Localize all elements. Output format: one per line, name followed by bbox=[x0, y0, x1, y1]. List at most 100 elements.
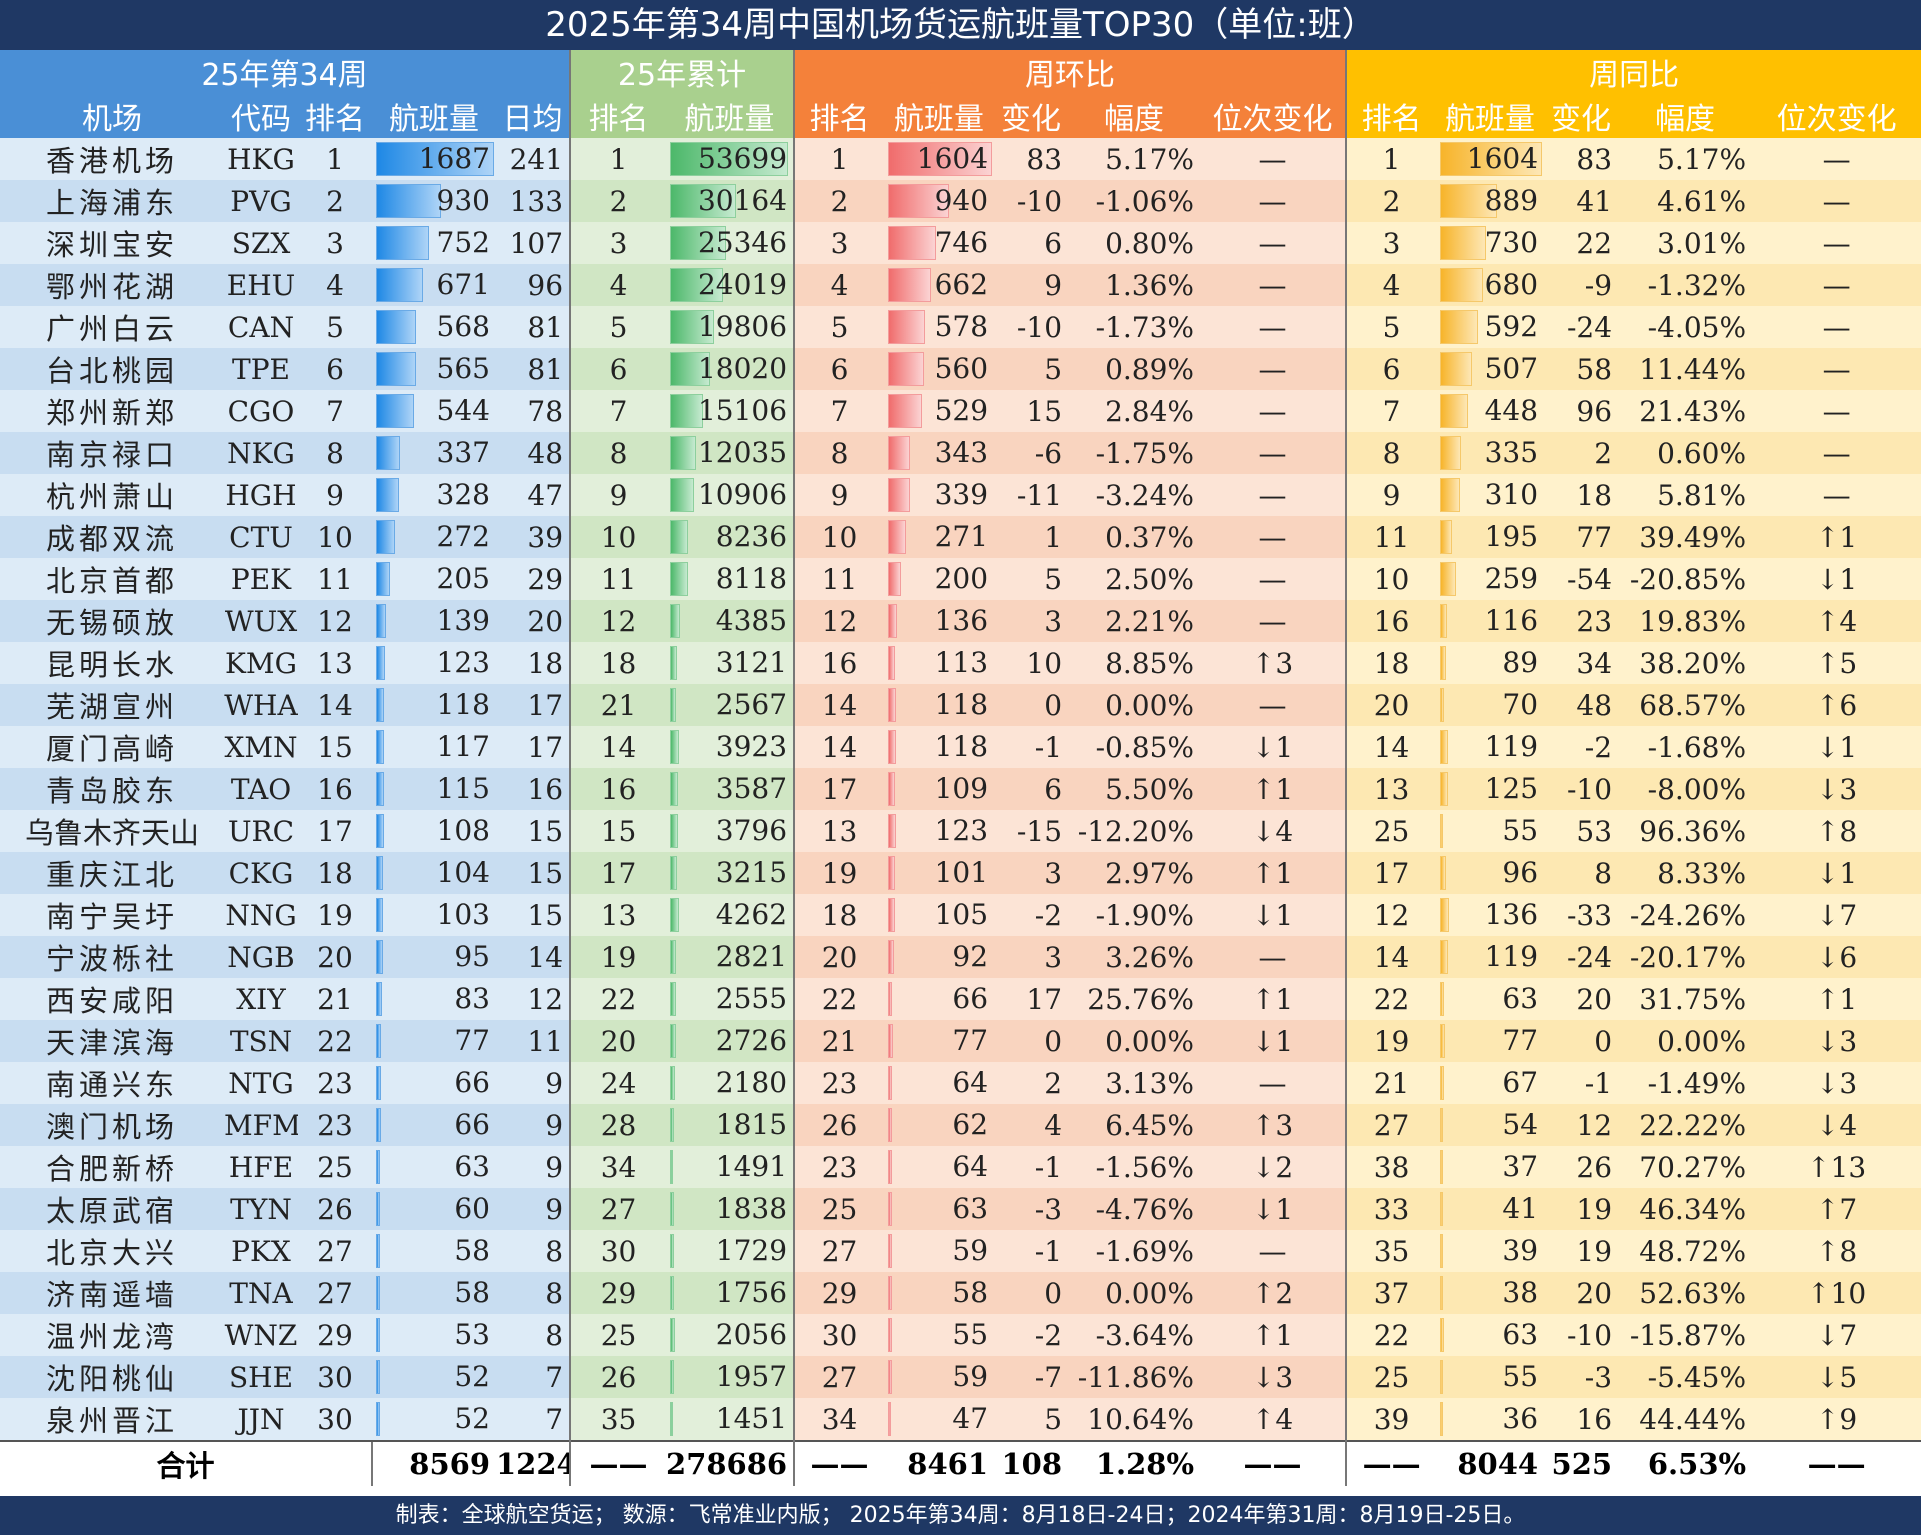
cum-flights: 2180 bbox=[666, 1062, 795, 1104]
value-bar bbox=[888, 940, 895, 974]
value-bar bbox=[888, 1276, 893, 1310]
cum-rank: 21 bbox=[569, 684, 667, 726]
value-text: 136 bbox=[1484, 898, 1539, 931]
yoy-pct: 44.44% bbox=[1618, 1398, 1753, 1441]
value-text: 671 bbox=[436, 268, 490, 301]
yoy-change: 0 bbox=[1544, 1020, 1619, 1062]
yoy-rank: 25 bbox=[1345, 1356, 1437, 1398]
airport-code: PEK bbox=[224, 558, 298, 600]
wow-rank-shift: — bbox=[1200, 264, 1347, 306]
value-bar bbox=[376, 520, 395, 554]
wow-flights: 105 bbox=[884, 894, 995, 936]
yoy-rank: 38 bbox=[1345, 1146, 1437, 1188]
airport-code: SHE bbox=[224, 1356, 298, 1398]
value-bar bbox=[670, 1276, 675, 1310]
col-header: 航班量 bbox=[666, 94, 795, 138]
value-bar bbox=[376, 688, 384, 722]
value-text: 83 bbox=[454, 982, 490, 1015]
wow-rank-shift: — bbox=[1200, 348, 1347, 390]
weekly-flights: 565 bbox=[372, 348, 496, 390]
wow-rank: 18 bbox=[793, 894, 885, 936]
wow-change: 6 bbox=[994, 222, 1069, 264]
yoy-rank: 18 bbox=[1345, 642, 1437, 684]
yoy-flights: 259 bbox=[1436, 558, 1545, 600]
wow-pct: 1.36% bbox=[1068, 264, 1201, 306]
yoy-rank-shift: ↓7 bbox=[1752, 894, 1921, 936]
weekly-flights: 752 bbox=[372, 222, 496, 264]
cum-flights: 3215 bbox=[666, 852, 795, 894]
value-text: 59 bbox=[952, 1360, 989, 1393]
value-bar bbox=[888, 1108, 893, 1142]
yoy-pct: 39.49% bbox=[1618, 516, 1753, 558]
wow-change: 5 bbox=[994, 1398, 1069, 1441]
value-text: 592 bbox=[1484, 310, 1539, 343]
wow-pct: 0.80% bbox=[1068, 222, 1201, 264]
yoy-change: 12 bbox=[1544, 1104, 1619, 1146]
yoy-change: 58 bbox=[1544, 348, 1619, 390]
value-bar bbox=[670, 856, 678, 890]
value-text: 680 bbox=[1484, 268, 1539, 301]
cum-flights: 3121 bbox=[666, 642, 795, 684]
value-bar bbox=[888, 1360, 893, 1394]
airport-name: 广州白云 bbox=[0, 306, 224, 348]
value-bar bbox=[670, 142, 789, 176]
table-row: 南宁吴圩 NNG 19 103 15 13 4262 18 105 -2 -1.90% ↓1 12 136… bbox=[0, 894, 1921, 936]
value-text: 2180 bbox=[715, 1066, 788, 1099]
value-bar bbox=[888, 226, 937, 260]
yoy-change: -33 bbox=[1544, 894, 1619, 936]
value-text: 89 bbox=[1502, 646, 1539, 679]
yoy-flights: 67 bbox=[1436, 1062, 1545, 1104]
value-bar bbox=[670, 1066, 676, 1100]
value-text: 337 bbox=[436, 436, 490, 469]
table-row: 上海浦东 PVG 2 930 133 2 30164 2 940 -10 -1.06% —2 889 41… bbox=[0, 180, 1921, 222]
yoy-rank: 27 bbox=[1345, 1104, 1437, 1146]
yoy-pct: 3.01% bbox=[1618, 222, 1753, 264]
week-rank: 29 bbox=[298, 1314, 372, 1356]
wow-change: 5 bbox=[994, 558, 1069, 600]
yoy-flights: 335 bbox=[1436, 432, 1545, 474]
col-header: 日均 bbox=[496, 94, 571, 138]
value-text: 889 bbox=[1484, 184, 1539, 217]
week-rank: 14 bbox=[298, 684, 372, 726]
weekly-flights: 66 bbox=[372, 1062, 496, 1104]
wow-rank-shift: ↓2 bbox=[1200, 1146, 1347, 1188]
yoy-rank-shift: — bbox=[1752, 222, 1921, 264]
table-row: 杭州萧山 HGH 9 328 47 9 10906 9 339 -11 -3.24% —9 310 18 5… bbox=[0, 474, 1921, 516]
weekly-flights: 117 bbox=[372, 726, 496, 768]
total-yoy-rank: —— bbox=[1345, 1440, 1437, 1486]
wow-rank-shift: — bbox=[1200, 432, 1347, 474]
wow-rank: 21 bbox=[793, 1020, 885, 1062]
value-bar bbox=[376, 1360, 380, 1394]
wow-change: 4 bbox=[994, 1104, 1069, 1146]
yoy-rank: 16 bbox=[1345, 600, 1437, 642]
yoy-rank-shift: — bbox=[1752, 138, 1921, 180]
value-text: 55 bbox=[952, 1318, 989, 1351]
yoy-pct: 96.36% bbox=[1618, 810, 1753, 852]
daily-avg: 16 bbox=[496, 768, 571, 810]
airport-code: TSN bbox=[224, 1020, 298, 1062]
table-row: 南通兴东 NTG 23 66 9 24 2180 23 64 2 3.13% —21 67 -1 -1.49… bbox=[0, 1062, 1921, 1104]
week-rank: 20 bbox=[298, 936, 372, 978]
value-text: 1729 bbox=[715, 1234, 788, 1267]
wow-flights: 62 bbox=[884, 1104, 995, 1146]
daily-avg: 14 bbox=[496, 936, 571, 978]
cum-rank: 3 bbox=[569, 222, 667, 264]
wow-change: 0 bbox=[994, 1020, 1069, 1062]
table-row: 广州白云 CAN 5 568 81 5 19806 5 578 -10 -1.73% —5 592 -24… bbox=[0, 306, 1921, 348]
wow-rank: 17 bbox=[793, 768, 885, 810]
yoy-change: 83 bbox=[1544, 138, 1619, 180]
wow-rank-shift: — bbox=[1200, 390, 1347, 432]
value-text: 578 bbox=[934, 310, 989, 343]
weekly-flights: 108 bbox=[372, 810, 496, 852]
yoy-rank: 9 bbox=[1345, 474, 1437, 516]
wow-rank-shift: — bbox=[1200, 558, 1347, 600]
wow-rank-shift: — bbox=[1200, 684, 1347, 726]
value-bar bbox=[888, 1318, 893, 1352]
value-text: 3215 bbox=[715, 856, 788, 889]
cum-flights: 15106 bbox=[666, 390, 795, 432]
yoy-pct: 31.75% bbox=[1618, 978, 1753, 1020]
airport-code: MFM bbox=[224, 1104, 298, 1146]
data-table: 25年第34周 25年累计 周环比 周同比 机场 代码 排名 航班量 日均 排名… bbox=[0, 50, 1921, 1486]
wow-rank-shift: — bbox=[1200, 936, 1347, 978]
value-text: 1756 bbox=[715, 1276, 788, 1309]
